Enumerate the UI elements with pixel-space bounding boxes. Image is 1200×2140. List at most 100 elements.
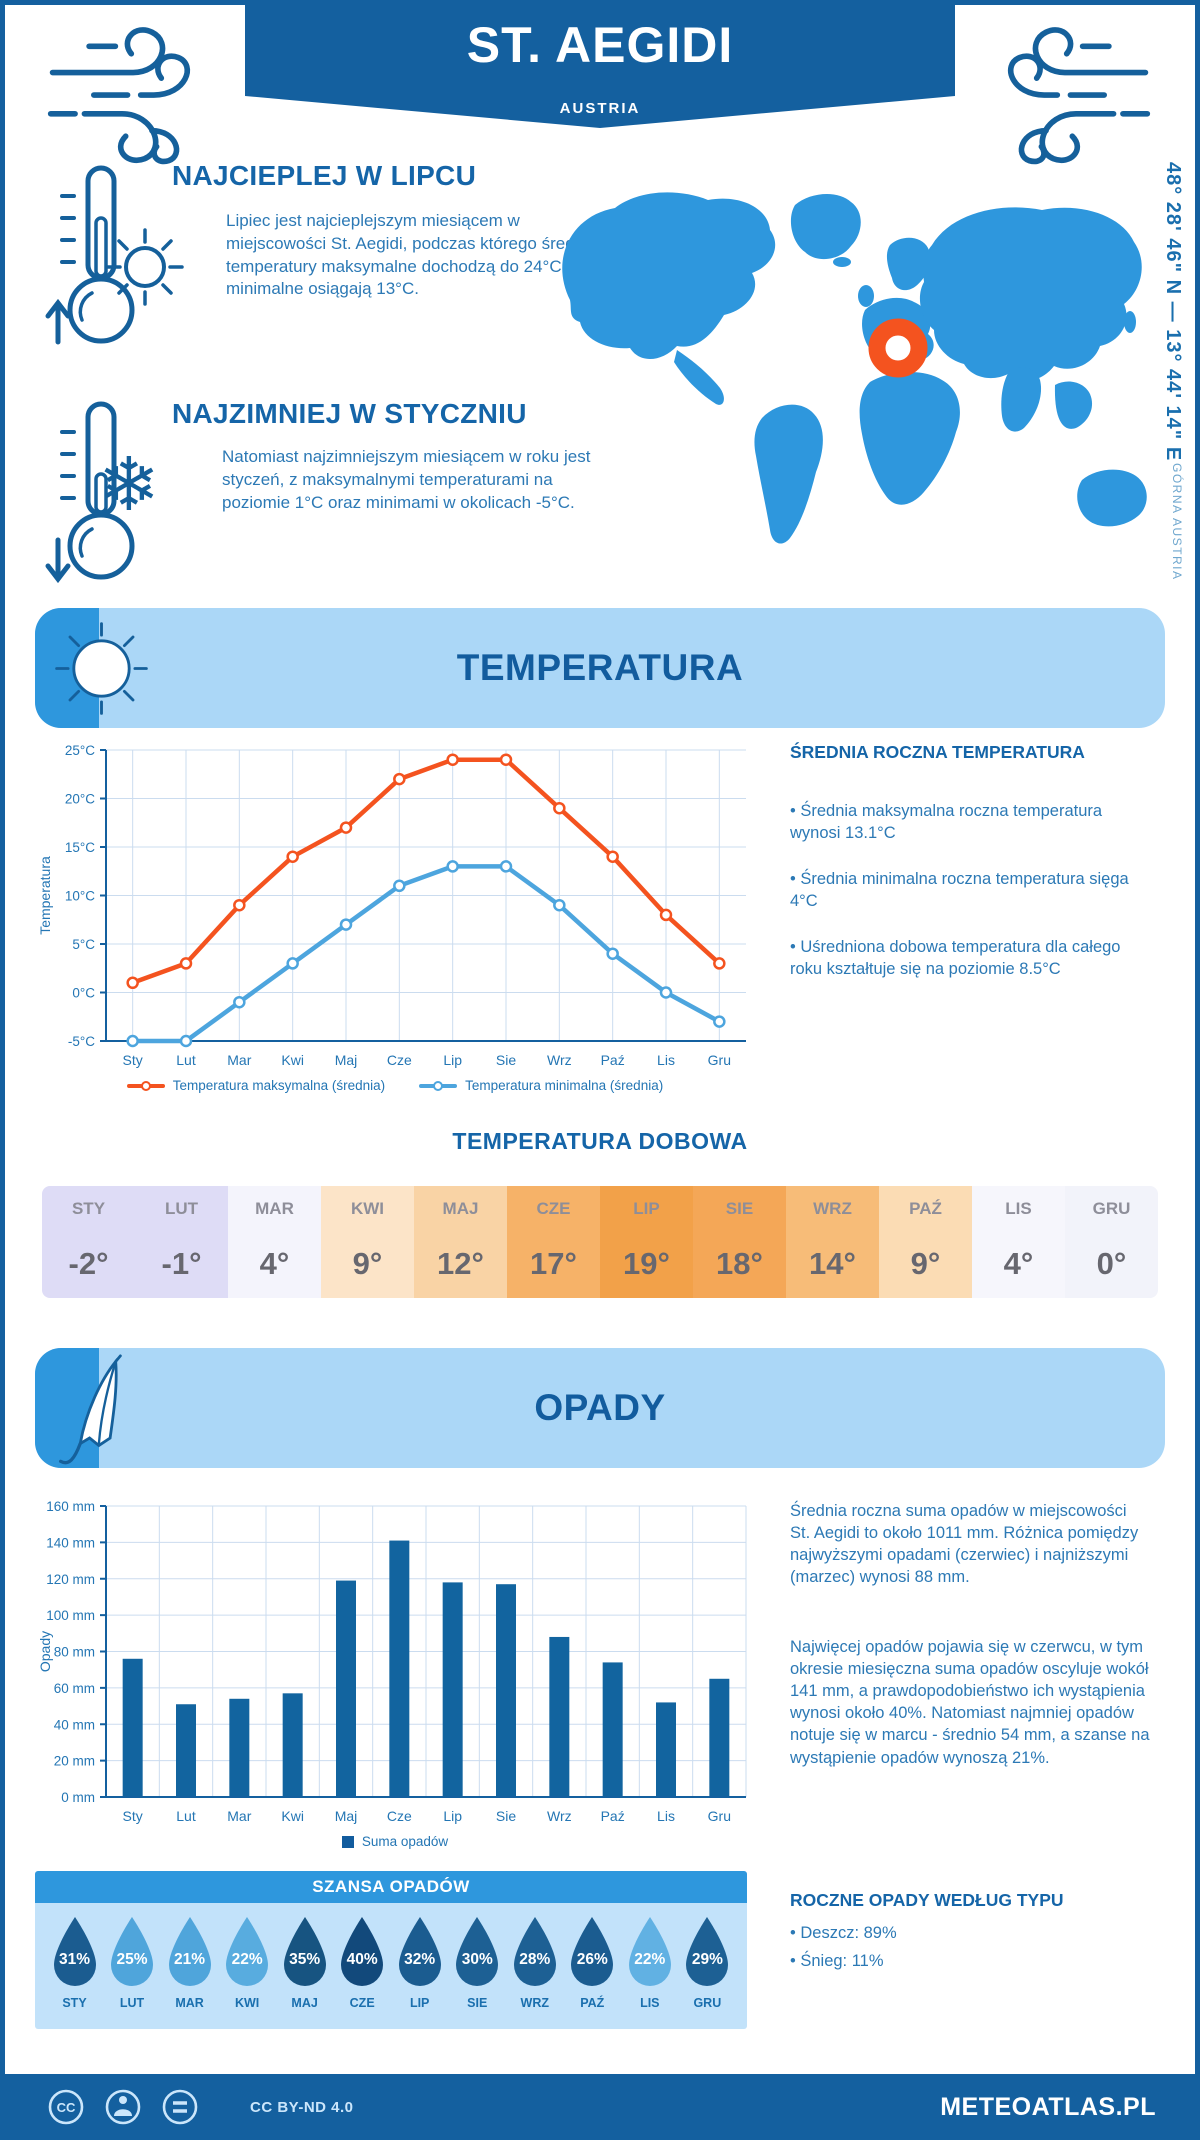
daily-temp-value: 0° — [1096, 1246, 1127, 1281]
daily-table-column: LIP 19° — [600, 1186, 693, 1298]
svg-text:Lut: Lut — [176, 1052, 196, 1068]
svg-text:Maj: Maj — [335, 1808, 358, 1824]
title-banner: ST. AEGIDI AUSTRIA — [245, 0, 955, 128]
umbrella-icon — [59, 1354, 122, 1465]
daily-month-label: MAR — [255, 1199, 294, 1218]
daily-table-column: SIE 18° — [693, 1186, 786, 1298]
chance-value: 29% — [691, 1951, 723, 1968]
chance-value: 25% — [116, 1951, 148, 1968]
svg-text:Paź: Paź — [601, 1808, 625, 1824]
daily-table-column: PAŹ 9° — [879, 1186, 972, 1298]
chance-drop: 30% SIE — [450, 1915, 505, 2029]
svg-text:Wrz: Wrz — [547, 1808, 572, 1824]
svg-text:Sty: Sty — [123, 1052, 143, 1068]
svg-text:Opady: Opady — [37, 1631, 53, 1672]
svg-text:20 mm: 20 mm — [54, 1754, 95, 1769]
legend-item-min: Temperatura minimalna (średnia) — [419, 1078, 663, 1093]
chance-month-label: MAR — [175, 1996, 204, 2010]
daily-month-label: MAJ — [442, 1199, 479, 1218]
daily-table-column: KWI 9° — [321, 1186, 414, 1298]
legend-label: Temperatura minimalna (średnia) — [465, 1078, 664, 1093]
svg-text:0 mm: 0 mm — [61, 1790, 95, 1805]
temp-bullet: • Średnia minimalna roczna temperatura s… — [790, 870, 1129, 911]
temp-chart-legend: Temperatura maksymalna (średnia) Tempera… — [30, 1078, 760, 1093]
chance-month-label: LIP — [409, 1996, 430, 2010]
wind-icon — [1007, 27, 1151, 165]
precip-banner-title: OPADY — [534, 1387, 666, 1428]
chance-month-label: STY — [62, 1996, 87, 2010]
sun-icon — [55, 622, 148, 715]
svg-text:40 mm: 40 mm — [54, 1717, 95, 1732]
chance-panel: SZANSA OPADÓW 31% STY 25% LUT 21% MAR 22% KWI 35… — [35, 1871, 747, 2029]
svg-text:20°C: 20°C — [65, 792, 95, 807]
precip-bar-chart: 0 mm 20 mm 40 mm 60 mm 80 mm 100 mm 120 mm 140 … — [37, 1499, 747, 1824]
world-map — [562, 192, 1147, 544]
daily-temp-value: 14° — [809, 1246, 856, 1281]
daily-temp-value: -1° — [161, 1246, 202, 1281]
raindrop-icon — [168, 1917, 211, 1986]
daily-table-column: MAR 4° — [228, 1186, 321, 1298]
license-text: CC BY-ND 4.0 — [250, 2098, 354, 2116]
svg-text:Paź: Paź — [601, 1052, 625, 1068]
svg-text:-5°C: -5°C — [68, 1034, 95, 1049]
coordinates-block: 48° 28' 46" N — 13° 44' 14" E GÓRNA AUST… — [1161, 162, 1184, 582]
svg-text:100 mm: 100 mm — [46, 1608, 95, 1623]
daily-month-label: PAŹ — [909, 1199, 942, 1218]
thermometer-down-icon — [45, 401, 135, 584]
svg-text:Gru: Gru — [708, 1052, 731, 1068]
daily-temp-value: 17° — [530, 1246, 577, 1281]
coordinates-text: 48° 28' 46" N — 13° 44' 14" E — [1162, 162, 1184, 462]
daily-temp-value: 4° — [1003, 1246, 1034, 1281]
page-title: ST. AEGIDI — [466, 17, 734, 73]
bar-swatch — [341, 1835, 354, 1848]
svg-text:15°C: 15°C — [65, 840, 95, 855]
temp-summary-heading: ŚREDNIA ROCZNA TEMPERATURA — [790, 742, 1085, 762]
chance-drop: 29% GRU — [680, 1915, 735, 2029]
daily-temp-value: -2° — [68, 1246, 109, 1281]
svg-text:Temperatura: Temperatura — [37, 856, 53, 935]
chance-month-label: LIS — [640, 1996, 660, 2010]
region-label: GÓRNA AUSTRIA — [1170, 463, 1184, 581]
thermometer-up-icon — [45, 165, 135, 345]
chance-month-label: PAŹ — [580, 1996, 605, 2010]
daily-temp-value: 12° — [437, 1246, 484, 1281]
chance-drop: 26% PAŹ — [565, 1915, 620, 2029]
daily-month-label: STY — [71, 1199, 106, 1218]
chance-month-label: CZE — [349, 1996, 375, 2010]
temp-bullet: • Średnia maksymalna roczna temperatura … — [790, 802, 1103, 843]
temp-bullet: • Uśredniona dobowa temperatura dla całe… — [790, 938, 1121, 979]
chance-drop: 25% LUT — [105, 1915, 160, 2029]
chance-value: 28% — [519, 1951, 551, 1968]
daily-temp-value: 19° — [623, 1246, 670, 1281]
raindrop-icon — [686, 1917, 729, 1986]
precip-type-bullet: • Deszcz: 89% — [790, 1924, 897, 1942]
daily-temp-value: 4° — [259, 1246, 290, 1281]
svg-text:160 mm: 160 mm — [46, 1499, 95, 1514]
max-line-swatch — [126, 1080, 165, 1091]
page-border-right — [1195, 0, 1200, 2140]
sun-icon — [106, 228, 184, 306]
svg-text:120 mm: 120 mm — [46, 1572, 95, 1587]
cold-section-heading: NAJZIMNIEJ W STYCZNIU — [172, 398, 527, 429]
svg-text:Cze: Cze — [387, 1808, 412, 1824]
svg-text:140 mm: 140 mm — [46, 1535, 95, 1550]
daily-month-label: LUT — [164, 1199, 199, 1218]
warm-section-text: Lipiec jest najcieplejszym miesiącem w m… — [226, 211, 598, 299]
daily-month-label: LIS — [1005, 1199, 1032, 1218]
temperature-banner-title: TEMPERATURA — [456, 647, 744, 688]
chance-value: 35% — [289, 1951, 321, 1968]
chance-drop: 22% LIS — [622, 1915, 677, 2029]
svg-text:Sie: Sie — [496, 1052, 516, 1068]
precip-type-bullet: • Śnieg: 11% — [790, 1952, 884, 1970]
daily-table-column: STY -2° — [42, 1186, 135, 1298]
min-line-swatch — [419, 1080, 458, 1091]
chance-month-label: WRZ — [520, 1996, 549, 2010]
location-marker — [868, 318, 928, 378]
footer: CC CC BY-ND 4.0 METEOATLAS.PL — [0, 2074, 1200, 2140]
chance-value: 22% — [634, 1951, 666, 1968]
raindrop-icon — [456, 1917, 499, 1986]
chance-value: 26% — [576, 1951, 608, 1968]
chance-value: 31% — [58, 1951, 91, 1968]
precip-banner-corner — [35, 1348, 99, 1468]
svg-text:Gru: Gru — [708, 1808, 731, 1824]
